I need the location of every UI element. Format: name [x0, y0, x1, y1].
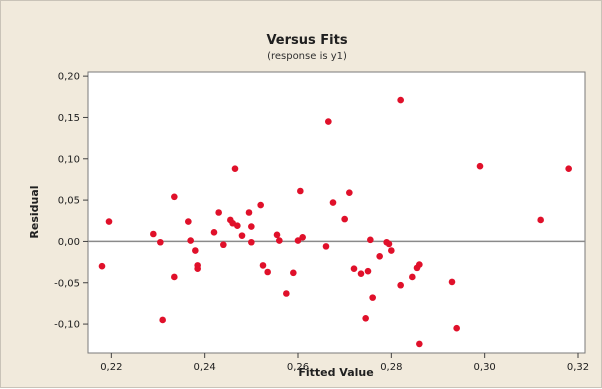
data-point — [210, 229, 218, 236]
data-point — [409, 273, 416, 281]
data-point — [234, 222, 241, 230]
data-point — [231, 165, 239, 172]
data-point — [297, 187, 304, 195]
data-point — [238, 232, 246, 239]
data-point — [194, 265, 201, 273]
x-tick-label: 0,30 — [474, 362, 496, 373]
data-point — [416, 261, 423, 268]
data-point — [350, 265, 358, 273]
data-point — [276, 237, 283, 244]
x-tick-label: 0,24 — [194, 362, 216, 373]
data-point — [264, 268, 271, 276]
data-point — [150, 230, 157, 238]
data-point — [105, 218, 113, 225]
data-point — [215, 209, 222, 216]
data-point — [322, 243, 330, 250]
data-point — [329, 199, 337, 206]
x-tick-label: 0,32 — [567, 362, 589, 373]
data-points — [98, 96, 572, 348]
data-point — [397, 96, 404, 104]
data-point — [98, 262, 106, 270]
data-point — [346, 189, 353, 196]
data-point — [476, 162, 484, 170]
data-point — [537, 216, 544, 224]
y-tick-label: -0,05 — [54, 278, 80, 289]
data-point — [248, 238, 255, 246]
x-axis-label: Fitted Value — [298, 366, 373, 379]
data-point — [299, 233, 306, 241]
y-tick-label: 0,15 — [58, 113, 80, 124]
y-axis-label: Residual — [28, 185, 41, 238]
data-point — [369, 294, 376, 301]
data-point — [397, 281, 404, 289]
x-tick-label: 0,28 — [380, 362, 402, 373]
data-point — [283, 290, 290, 297]
data-point — [341, 215, 348, 223]
data-point — [388, 247, 395, 254]
y-tick-label: 0,10 — [58, 154, 80, 165]
chart-subtitle: (response is y1) — [267, 51, 347, 62]
data-point — [192, 247, 199, 254]
plot-area — [87, 71, 586, 354]
data-point — [416, 340, 423, 348]
data-point — [259, 262, 267, 269]
data-point — [376, 253, 383, 260]
y-tick-label: 0,00 — [58, 237, 80, 248]
data-point — [171, 273, 178, 281]
y-axis: -0,10 -0,05 0,00 0,05 0,10 0,15 0,20 — [54, 72, 88, 331]
data-point — [171, 193, 178, 201]
data-point — [185, 218, 192, 225]
x-tick-label: 0,22 — [100, 362, 122, 373]
data-point — [273, 231, 281, 239]
y-tick-label: 0,20 — [58, 72, 80, 83]
data-point — [367, 236, 374, 244]
data-point — [362, 314, 369, 322]
data-point — [187, 237, 194, 244]
data-point — [294, 237, 302, 244]
data-point — [220, 241, 227, 249]
chart-title: Versus Fits — [266, 33, 347, 48]
data-point — [385, 240, 393, 248]
data-point — [245, 209, 253, 216]
y-tick-label: 0,05 — [58, 196, 80, 207]
data-point — [159, 316, 166, 324]
data-point — [290, 269, 297, 277]
x-axis: 0,22 0,24 0,26 0,28 0,30 0,32 — [100, 353, 589, 373]
x-tick-label: 0,26 — [287, 362, 309, 373]
data-point — [364, 267, 372, 275]
data-point — [565, 165, 572, 172]
data-point — [453, 324, 460, 332]
data-point — [448, 278, 456, 286]
data-point — [248, 223, 255, 230]
data-point — [357, 270, 365, 277]
data-point — [325, 118, 332, 125]
data-point — [157, 238, 164, 246]
data-point — [257, 201, 264, 209]
y-tick-label: -0,10 — [54, 320, 80, 331]
